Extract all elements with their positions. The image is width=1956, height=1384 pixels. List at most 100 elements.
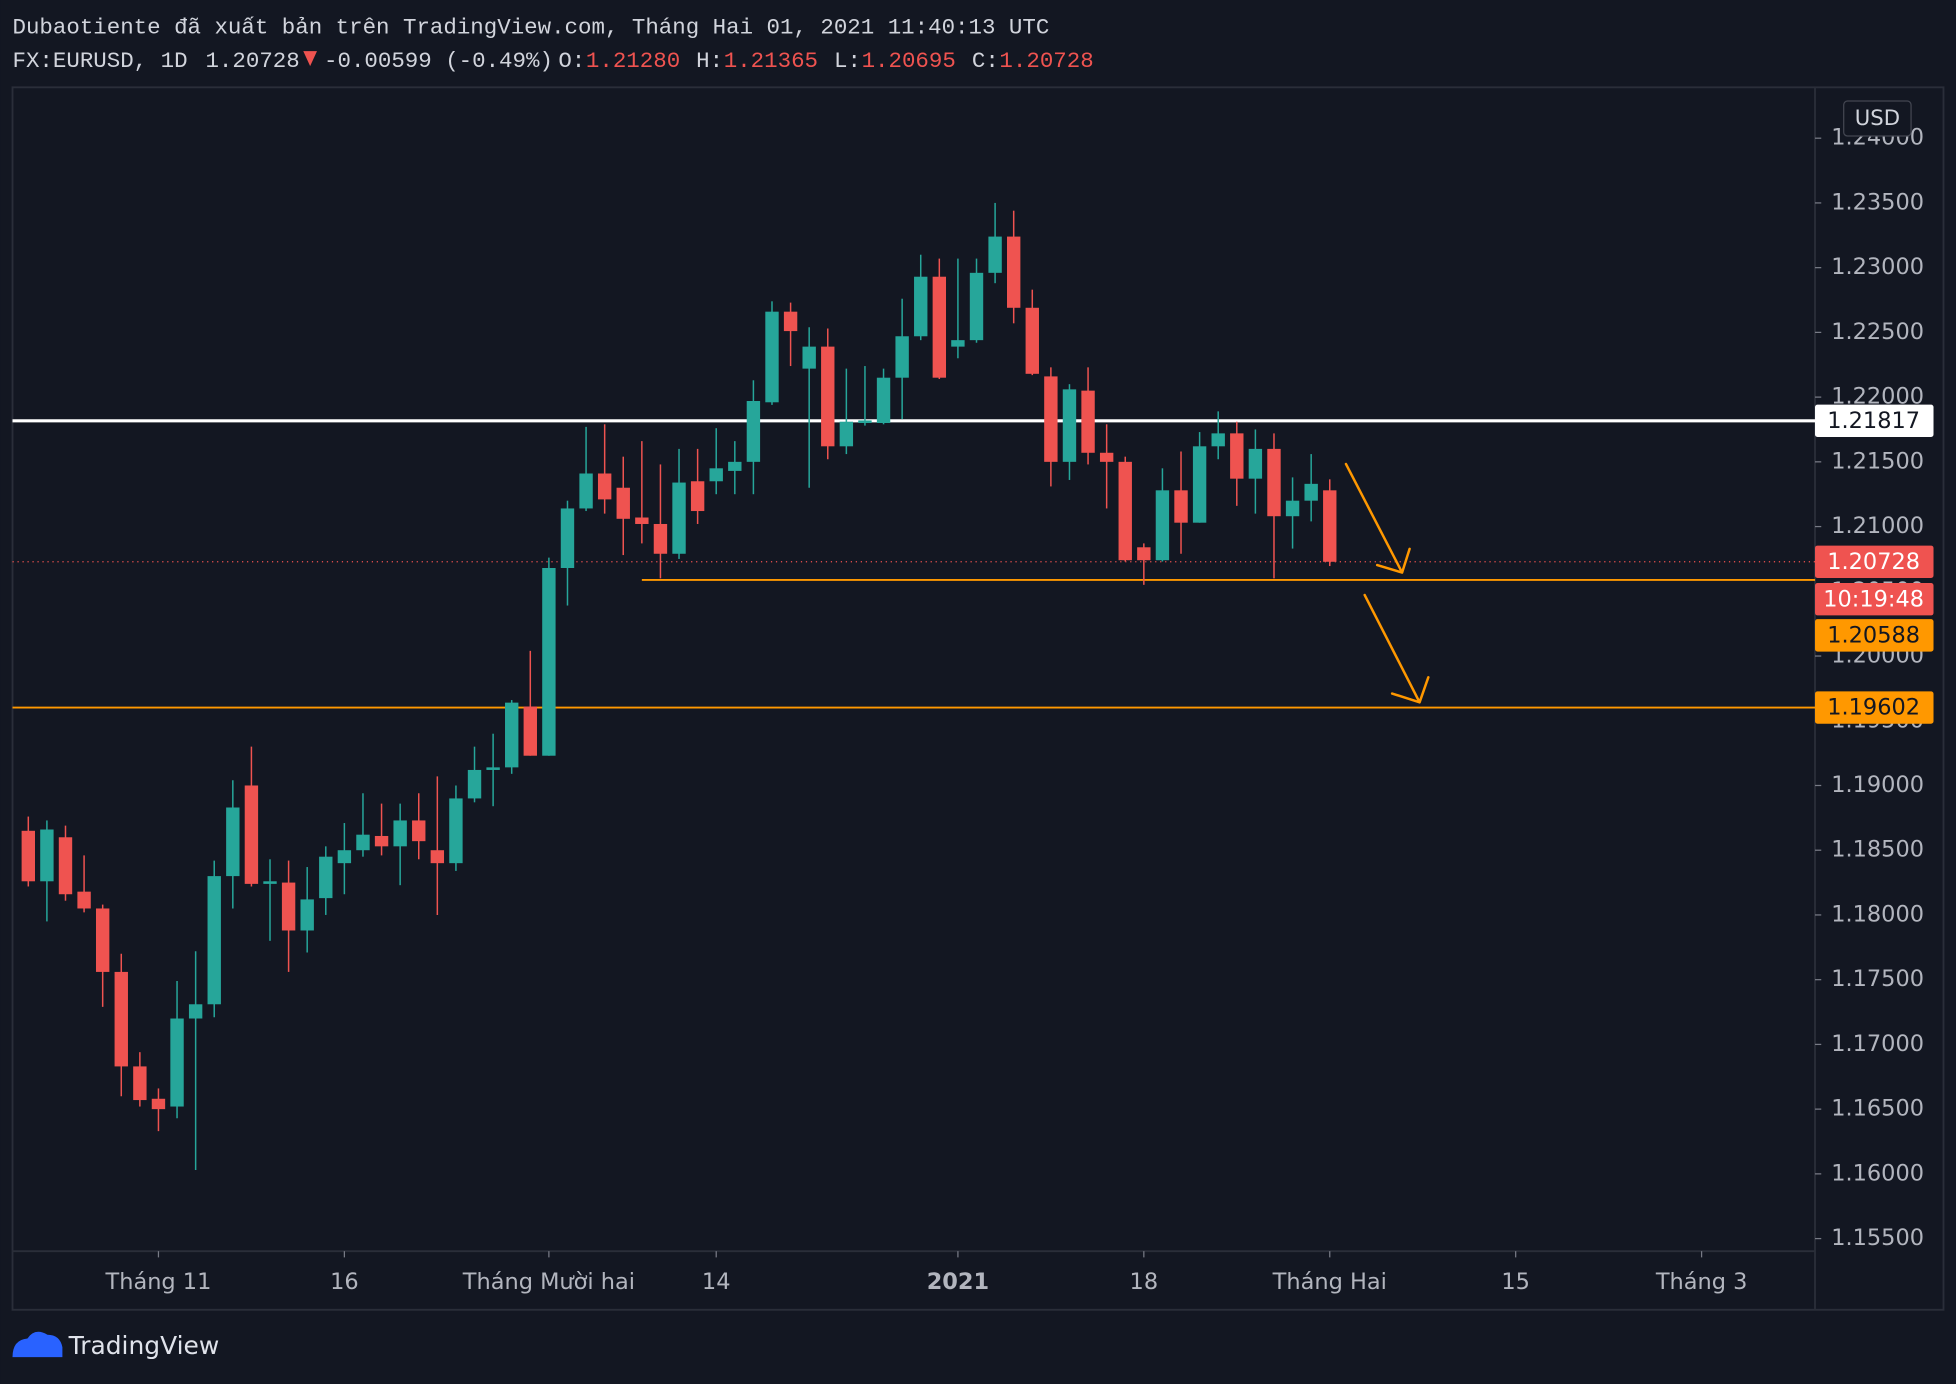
price-label-box	[1815, 619, 1934, 652]
x-tick-label: 16	[330, 1269, 359, 1295]
symbol: FX:EURUSD, 1D	[13, 48, 188, 74]
ohlc-value: 1.21280	[586, 48, 680, 74]
candle-body	[356, 834, 370, 851]
price-label-box	[1815, 691, 1934, 724]
candle-body	[635, 517, 649, 524]
y-tick-label: 1.21000	[1831, 513, 1924, 539]
ohlc-label: L:	[834, 48, 861, 74]
logo-text: TradingView	[68, 1331, 220, 1360]
price-label: 1.20588	[1827, 623, 1920, 649]
candle-body	[430, 850, 445, 864]
down-triangle	[303, 51, 317, 67]
y-tick-label: 1.17000	[1831, 1031, 1924, 1057]
candle-body	[1267, 448, 1281, 517]
price-label-box	[1815, 545, 1934, 579]
y-tick-label: 1.22500	[1831, 319, 1924, 345]
candle-body	[95, 908, 110, 972]
candle-body	[951, 340, 965, 347]
candle-body	[969, 272, 984, 341]
candle-body	[802, 346, 816, 369]
x-tick-label: 18	[1130, 1269, 1159, 1295]
candle-body	[858, 420, 872, 424]
candle-body	[1230, 433, 1244, 479]
candle-body	[1006, 236, 1021, 308]
x-tick-label: Tháng Mười hai	[462, 1269, 635, 1295]
candle-body	[1304, 483, 1318, 501]
arrow	[1344, 462, 1411, 574]
y-tick-label: 1.16500	[1831, 1096, 1924, 1122]
candle-body	[914, 276, 928, 337]
y-tick-label: 1.19000	[1831, 772, 1924, 798]
candle-body	[783, 311, 798, 332]
candle-body	[988, 236, 1002, 273]
candle-body	[672, 482, 686, 554]
symbol-info: FX:EURUSD, 1D 1.20728 -0.00599 (-0.49%) O:1…	[13, 48, 1094, 74]
y-tick-label: 1.18500	[1831, 837, 1924, 863]
candle-body	[505, 702, 519, 768]
publish-title: Dubaotiente đã xuất bản trên TradingView…	[13, 14, 1050, 40]
candle-body	[728, 461, 742, 471]
x-tick-label: 2021	[927, 1269, 989, 1295]
x-tick-label: 14	[702, 1269, 731, 1295]
y-tick-label: 1.23500	[1831, 189, 1924, 215]
candle-body	[374, 835, 389, 847]
candle-body	[1137, 547, 1151, 561]
countdown: 10:19:48	[1823, 586, 1924, 612]
candle-body	[1099, 452, 1114, 462]
arrows	[1344, 462, 1430, 704]
candle-body	[58, 837, 73, 895]
candle-body	[1155, 490, 1170, 561]
candle-body	[1192, 446, 1207, 523]
y-tick-label: 1.15500	[1831, 1225, 1924, 1251]
candle-body	[597, 473, 612, 500]
price-label: 1.21817	[1827, 408, 1920, 434]
price-label: 1.20728	[1827, 549, 1920, 575]
countdown-box	[1815, 582, 1934, 616]
candle-body	[690, 481, 705, 512]
y-tick-label: 1.17500	[1831, 966, 1924, 992]
candle-body	[709, 468, 723, 482]
candle-body	[839, 421, 854, 447]
candle-body	[1081, 390, 1095, 453]
candle-body	[876, 377, 891, 424]
y-tick-label: 1.21500	[1831, 448, 1924, 474]
candle-body	[244, 785, 259, 884]
y-tick-label: 1.16000	[1831, 1160, 1924, 1186]
candle-body	[616, 487, 630, 519]
ohlc-label: H:	[696, 48, 723, 74]
candle-body	[337, 850, 352, 864]
ohlc-value: 1.20695	[862, 48, 956, 74]
candle-body	[653, 523, 668, 554]
candle-body	[319, 856, 333, 899]
price-axis: 1.15500 1.16000 1.16500 1.17000 1.17500 1.180…	[1815, 125, 1934, 1251]
candle-body	[542, 567, 556, 756]
arrow	[1363, 593, 1430, 704]
candle-body	[281, 882, 296, 931]
candle-body	[393, 820, 407, 847]
ohlc-label: C:	[972, 48, 999, 74]
candle-body	[21, 830, 36, 882]
candle-body	[467, 769, 482, 799]
change: -0.00599 (-0.49%)	[324, 48, 553, 74]
candle-body	[1174, 490, 1188, 523]
x-tick-label: Tháng 11	[105, 1269, 212, 1295]
ohlc-value: 1.21365	[724, 48, 818, 74]
candle-body	[895, 336, 909, 378]
currency-box	[1843, 100, 1912, 137]
candle-body	[133, 1066, 147, 1101]
candle-body	[1044, 376, 1058, 462]
candle-body	[188, 1004, 203, 1019]
candle-body	[1062, 389, 1077, 462]
candle-body	[151, 1098, 166, 1110]
candle-body	[523, 706, 537, 756]
candle-body	[77, 891, 91, 909]
candle-body	[932, 276, 947, 378]
chart-frame	[11, 86, 1945, 1311]
candle-body	[560, 508, 575, 568]
currency-label: USD	[1855, 105, 1900, 130]
candle-body	[821, 346, 835, 447]
candle-body	[1323, 490, 1337, 562]
candle-body	[746, 400, 761, 462]
candle-body	[40, 829, 54, 882]
last-price: 1.20728	[205, 48, 299, 74]
